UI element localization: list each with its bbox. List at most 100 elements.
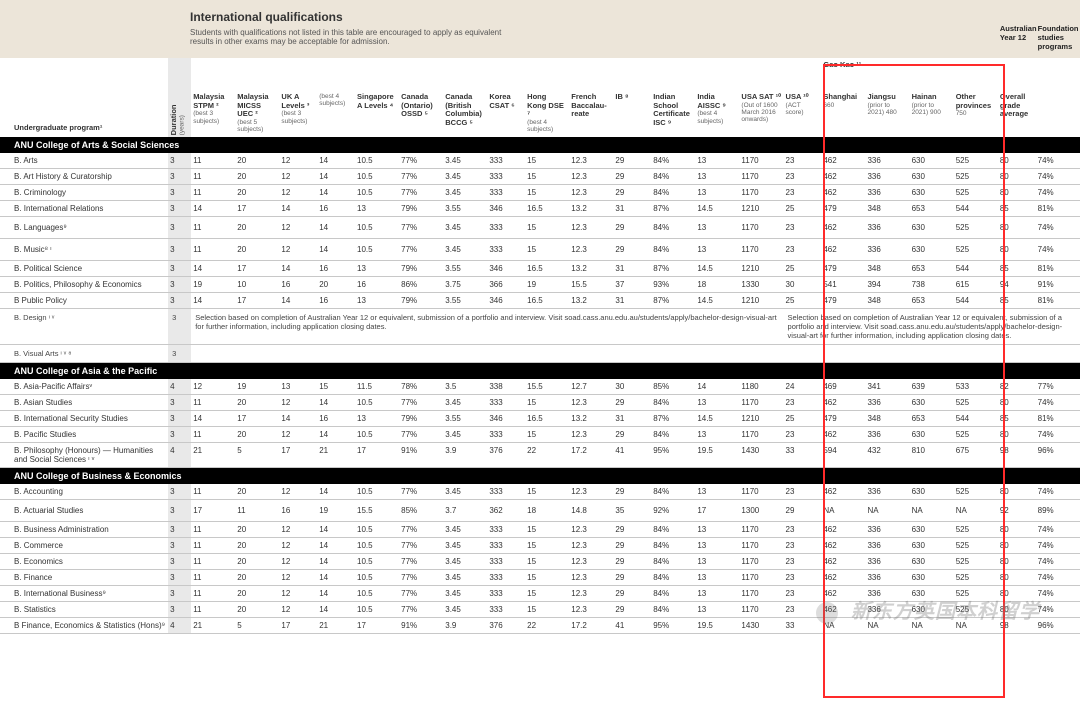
table-row: B Public Policy3141714161379%3.5534616.5… [0, 293, 1080, 309]
cell: 98 [998, 443, 1036, 468]
cell: 20 [235, 395, 279, 411]
cell: 80 [998, 522, 1036, 538]
cell: 525 [954, 153, 998, 169]
cell: 15.5 [355, 500, 399, 522]
cell: 544 [954, 201, 998, 217]
table-row: B. Economics31120121410.577%3.453331512.… [0, 554, 1080, 570]
table-row: B. Criminology31120121410.577%3.45333151… [0, 185, 1080, 201]
cell: 336 [865, 538, 909, 554]
cell: 13 [695, 217, 739, 239]
cell: 3 [168, 217, 191, 239]
cell: 14 [317, 169, 355, 185]
cell: 20 [235, 522, 279, 538]
cell: 10.5 [355, 570, 399, 586]
cell: 20 [235, 538, 279, 554]
program-name: B. Business Administration [0, 522, 168, 538]
cell: 77% [399, 169, 443, 185]
table-row: B. International Relations3141714161379%… [0, 201, 1080, 217]
col-header: Singapore A Levels ⁴ [355, 91, 399, 137]
cell: 336 [865, 185, 909, 201]
cell: 15 [525, 217, 569, 239]
cell: 12.3 [569, 586, 613, 602]
cell: 3 [168, 201, 191, 217]
cell: 12.3 [569, 169, 613, 185]
cell: 93% [651, 277, 695, 293]
cell: 14 [317, 538, 355, 554]
cell: 23 [784, 153, 822, 169]
cell: 15 [525, 169, 569, 185]
cell: 29 [613, 602, 651, 618]
cell: 653 [910, 201, 954, 217]
cell: 23 [784, 522, 822, 538]
cell: 37 [613, 277, 651, 293]
cell: 29 [613, 217, 651, 239]
cell: 333 [487, 395, 525, 411]
header-band: International qualifications Students wi… [0, 0, 1080, 58]
cell: 23 [784, 239, 822, 261]
cell: 16 [279, 500, 317, 522]
watermark-text: 新东方英国本科留学 [851, 601, 1040, 623]
cell: 19 [191, 277, 235, 293]
cell: 13.2 [569, 201, 613, 217]
section-name: ANU College of Asia & the Pacific [0, 363, 1080, 380]
cell: 11 [191, 185, 235, 201]
table-row: B. Pacific Studies31120121410.577%3.4533… [0, 427, 1080, 443]
cell: 81% [1036, 411, 1080, 427]
cell: 3 [168, 261, 191, 277]
cell: 92% [651, 500, 695, 522]
cell: 11 [191, 427, 235, 443]
cell: 84% [651, 586, 695, 602]
cell: 479 [821, 293, 865, 309]
cell: 3 [168, 293, 191, 309]
cell: 16.5 [525, 261, 569, 277]
cell: 336 [865, 570, 909, 586]
cell: 3.45 [443, 538, 487, 554]
cell: 23 [784, 185, 822, 201]
cell: 81% [1036, 261, 1080, 277]
table-row: B. Commerce31120121410.577%3.453331512.3… [0, 538, 1080, 554]
cell: 78% [399, 379, 443, 395]
cell: 81% [1036, 201, 1080, 217]
table-header: Gao Kao ¹¹ Australian Year 12 Foundation… [0, 58, 1080, 137]
cell: 3.45 [443, 153, 487, 169]
program-name: B. Arts [0, 153, 168, 169]
cell: 10.5 [355, 169, 399, 185]
cell: NA [910, 500, 954, 522]
cell: 11 [191, 586, 235, 602]
cell: 25 [784, 293, 822, 309]
cell: 533 [954, 379, 998, 395]
cell: 12 [279, 522, 317, 538]
cell: 17 [235, 293, 279, 309]
cell: 336 [865, 484, 909, 500]
program-name: B Public Policy [0, 293, 168, 309]
cell: 3.45 [443, 217, 487, 239]
cell: 1170 [739, 538, 783, 554]
cell: 3.45 [443, 602, 487, 618]
cell: 85% [399, 500, 443, 522]
cell: 80 [998, 217, 1036, 239]
cell: NA [821, 500, 865, 522]
table-row: B. Actuarial Studies31711161915.585%3.73… [0, 500, 1080, 522]
cell: 479 [821, 201, 865, 217]
cell: 14 [317, 602, 355, 618]
cell: 77% [1036, 379, 1080, 395]
cell: 630 [910, 554, 954, 570]
cell: 1210 [739, 201, 783, 217]
col-foundation: Foundation studies programs [1036, 22, 1080, 55]
cell: 336 [865, 427, 909, 443]
cell: 18 [525, 500, 569, 522]
cell: 376 [487, 443, 525, 468]
section-name: ANU College of Arts & Social Sciences [0, 137, 1080, 153]
cell: 3.5 [443, 379, 487, 395]
cell: 29 [613, 570, 651, 586]
cell: 13 [695, 153, 739, 169]
gaokao-group-header: Gao Kao ¹¹ [821, 58, 997, 91]
cell: 479 [821, 411, 865, 427]
cell: 17 [279, 618, 317, 634]
cell: 15 [525, 427, 569, 443]
cell: 16 [317, 201, 355, 217]
cell: 11 [191, 538, 235, 554]
section-header-row: ANU College of Business & Economics [0, 468, 1080, 485]
cell: 74% [1036, 427, 1080, 443]
cell: 14 [317, 522, 355, 538]
